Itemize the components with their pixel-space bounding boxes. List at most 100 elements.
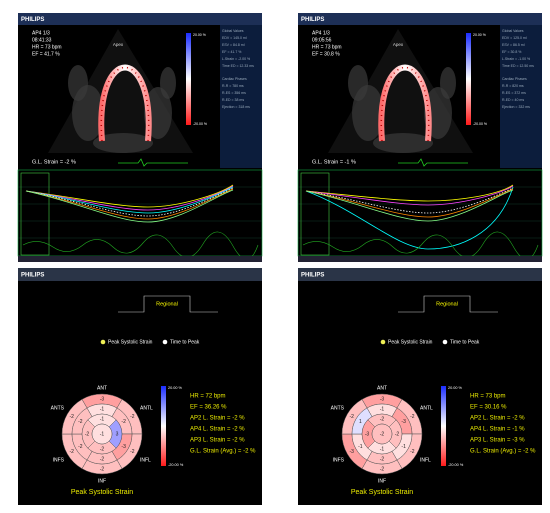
segment-value: -2 — [100, 446, 105, 452]
header-bar — [18, 13, 262, 25]
panel-bg — [18, 268, 262, 505]
stat: AP4 L. Strain = -2 % — [190, 427, 245, 433]
side-text: Cardiac Phases — [502, 77, 527, 81]
tissue — [440, 67, 456, 99]
legend-label: Time to Peak — [170, 339, 200, 345]
strain-curve — [25, 184, 234, 208]
side-text: ESV = 86.5 ml — [502, 43, 525, 47]
hr-label: HR = 73 bpm — [312, 44, 342, 50]
segment-value: -2 — [78, 419, 83, 425]
legend-label: Peak Systolic Strain — [388, 339, 433, 345]
strain-curve — [25, 187, 234, 217]
segment-value: -1 — [100, 431, 105, 437]
strain-curve — [305, 187, 514, 214]
strain-curve — [25, 189, 234, 223]
tissue — [93, 133, 153, 153]
es-window — [300, 172, 330, 256]
side-text: Time ED = 12.33 ms — [222, 64, 254, 68]
segment-value: -1 — [401, 444, 406, 450]
segment-label: INFS — [333, 457, 345, 463]
scale-min: -20.00 % — [448, 463, 464, 467]
segment-label: ANTS — [51, 405, 65, 411]
panel-title: Peak Systolic Strain — [71, 489, 133, 496]
segment-value: -2 — [410, 414, 415, 420]
stat: AP3 L. Strain = -3 % — [470, 438, 525, 444]
brand: PHILIPS — [21, 273, 44, 279]
segment-label: INFL — [140, 457, 151, 463]
segment-label: ANTL — [420, 405, 433, 411]
segment-value: -3 — [100, 396, 105, 402]
side-panel — [220, 25, 262, 168]
side-text: ESV = 84.8 ml — [222, 43, 245, 47]
segment-label: ANTL — [140, 405, 153, 411]
segment-value: -2 — [100, 456, 105, 462]
stat: G.L. Strain (Avg.) = -2 % — [470, 449, 536, 455]
legend-dot — [100, 339, 106, 345]
header-bar — [18, 268, 262, 281]
tab-outline — [118, 295, 218, 313]
stat: EF = 30.16 % — [470, 405, 507, 411]
segment-label: ANT — [97, 385, 107, 391]
segment-value: -3 — [349, 449, 354, 455]
time-label: 09:05:56 — [312, 37, 332, 43]
side-panel — [500, 25, 542, 168]
es-window — [20, 172, 50, 256]
strain-curve — [25, 188, 234, 220]
side-text: L.Strain = -1.00 % — [502, 57, 530, 61]
bullseye-panel: PHILIPS Regional Peak Systolic Strain Time … — [18, 268, 262, 505]
color-scale — [161, 386, 166, 466]
segment-value: -1 — [100, 416, 105, 422]
side-text: R-ED = 38 ms — [222, 98, 244, 102]
header-bar — [298, 268, 542, 281]
side-text: EDV = 145.0 ml — [222, 36, 247, 40]
segment-label: ANTS — [331, 405, 345, 411]
stat: G.L. Strain (Avg.) = -2 % — [190, 449, 256, 455]
stat: AP2 L. Strain = -2 % — [470, 416, 525, 422]
side-text: R-R = 780 ms — [222, 84, 244, 88]
segment-value: -2 — [100, 466, 105, 472]
header-bar — [298, 13, 542, 25]
apex-label: Apex — [113, 42, 124, 47]
scale-max: 20.00 % — [168, 386, 183, 390]
stat: HR = 73 bpm — [470, 394, 506, 400]
plot-ecg — [302, 231, 539, 260]
ef-label: EF = 30.8 % — [312, 51, 340, 57]
segment-value: -2 — [395, 431, 400, 437]
tissue — [68, 65, 88, 101]
segment-label: INFS — [53, 457, 65, 463]
tissue — [348, 65, 368, 101]
tab-label: Regional — [156, 301, 178, 307]
ef-label: EF = 41.7 % — [32, 51, 60, 57]
strain-trace — [378, 64, 432, 142]
side-text: Global Values — [222, 29, 244, 33]
segment-label: ANT — [377, 385, 387, 391]
segment-value: -2 — [69, 414, 74, 420]
bottom-bar — [298, 256, 542, 262]
segment-value: -2 — [85, 431, 90, 437]
segment-value: -2 — [349, 414, 354, 420]
side-text: Ejection = 332 ms — [502, 105, 530, 109]
segment-value: -3 — [365, 431, 370, 437]
side-text: EF = 41.7 % — [222, 50, 241, 54]
legend-label: Peak Systolic Strain — [108, 339, 153, 345]
side-text: R-ES = 372 ms — [502, 91, 526, 95]
segment-value: 3 — [116, 431, 119, 437]
segment-label: INF — [98, 478, 106, 484]
tissue — [373, 133, 433, 153]
scale-max: 20.00 % — [448, 386, 463, 390]
hr-label: HR = 73 bpm — [32, 44, 62, 50]
stat: HR = 72 bpm — [190, 394, 226, 400]
side-text: R-R = 820 ms — [502, 84, 524, 88]
segment-value: -1 — [380, 446, 385, 452]
side-text: Ejection = 318 ms — [222, 105, 250, 109]
strain-trace — [98, 64, 152, 142]
strain-curve — [305, 189, 514, 222]
scale-max: 20.00 % — [193, 33, 206, 37]
brand: PHILIPS — [301, 17, 324, 23]
stat: EF = 36.26 % — [190, 405, 227, 411]
color-scale — [186, 33, 191, 125]
legend-dot — [162, 339, 168, 345]
segment-value: -2 — [380, 416, 385, 422]
brand: PHILIPS — [21, 17, 44, 23]
segment-value: -2 — [380, 466, 385, 472]
